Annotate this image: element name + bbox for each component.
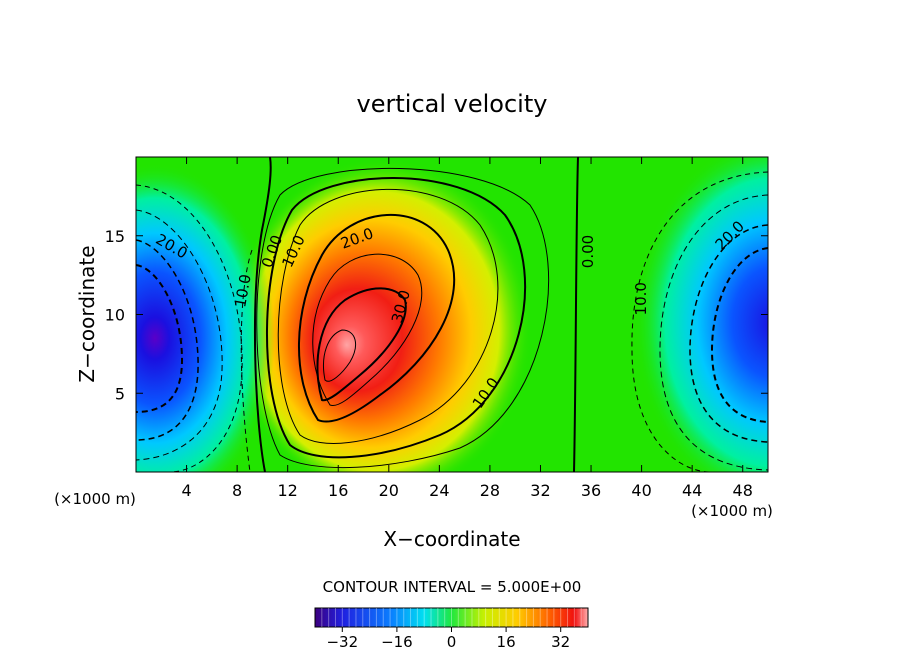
colorbar-tick-label: 0	[447, 633, 457, 651]
contour-line	[136, 184, 243, 472]
velocity-cells	[136, 157, 768, 472]
contour-line	[573, 157, 579, 472]
y-tick-label: 15	[105, 227, 125, 246]
x-tick-label: 48	[733, 481, 753, 500]
contour-line	[277, 188, 499, 444]
x-tick-label: 28	[480, 481, 500, 500]
contour-line	[136, 239, 199, 441]
contour-line	[312, 253, 423, 407]
y-axis-ticks: 5 10 15	[105, 227, 768, 403]
colorbar-tick-label: 32	[551, 633, 570, 651]
x-unit-left: (×1000 m)	[54, 490, 136, 508]
x-tick-label: 4	[181, 481, 191, 500]
x-axis-label: X−coordinate	[383, 527, 520, 551]
contour-line	[659, 194, 768, 471]
x-tick-label: 20	[379, 481, 399, 500]
contour-line	[316, 287, 407, 402]
colorbar-segments	[321, 608, 582, 627]
contour-line	[323, 329, 357, 382]
contour-line	[710, 247, 768, 423]
downdraft-right-fill	[634, 157, 768, 472]
contour-line	[298, 214, 456, 423]
x-tick-label: 8	[232, 481, 242, 500]
contour-line	[631, 171, 768, 472]
y-tick-label: 5	[115, 384, 125, 403]
x-axis-ticks: 4 8 12 16 20 24 28 32 36 40 44 48	[181, 157, 753, 500]
colorbar-ticks: −32 −16 0 16 32	[326, 627, 570, 651]
x-tick-label: 12	[278, 481, 298, 500]
contour-label: 10.0	[231, 273, 255, 309]
contour-interval-label: CONTOUR INTERVAL = 5.000E+00	[323, 578, 582, 596]
x-tick-label: 16	[328, 481, 348, 500]
contour-line	[240, 249, 253, 472]
contour-line	[136, 264, 184, 413]
contour-line	[136, 209, 223, 461]
chart-title: vertical velocity	[357, 90, 548, 118]
y-axis-label: Z−coordinate	[75, 245, 99, 382]
colorbar-tick-label: 16	[497, 633, 516, 651]
x-tick-label: 40	[631, 481, 651, 500]
contour-label: 10.0	[632, 282, 650, 315]
downdraft-left-fill	[136, 163, 275, 472]
contour-line	[266, 177, 527, 459]
updraft-fill	[232, 158, 533, 472]
x-tick-label: 32	[530, 481, 550, 500]
x-tick-label: 36	[581, 481, 601, 500]
contour-lines	[136, 157, 768, 472]
colorbar-tick-label: −32	[326, 633, 358, 651]
y-tick-label: 10	[105, 306, 125, 325]
colorbar-tick-label: −16	[381, 633, 413, 651]
contour-line	[254, 157, 272, 472]
contour-label: 0.00	[579, 235, 597, 268]
contour-line	[256, 167, 550, 469]
x-unit-right: (×1000 m)	[691, 502, 773, 520]
contour-line	[689, 224, 768, 443]
x-tick-label: 44	[682, 481, 702, 500]
x-tick-label: 24	[429, 481, 449, 500]
